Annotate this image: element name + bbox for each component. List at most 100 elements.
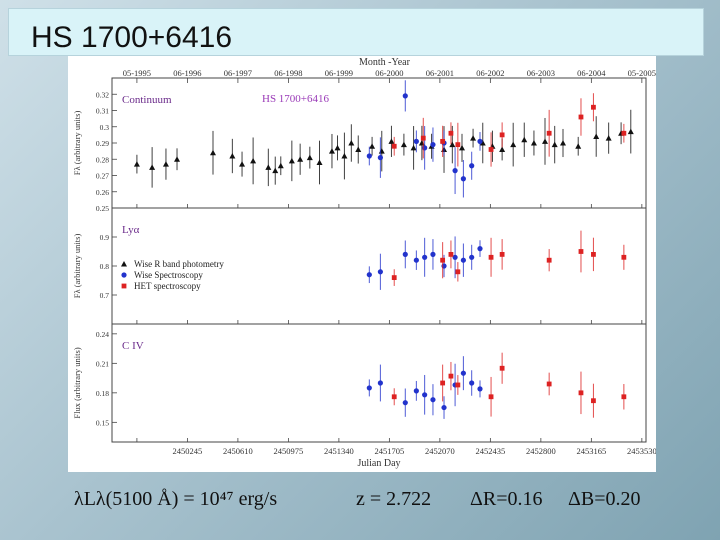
wise_spec-point xyxy=(430,397,436,403)
wise_spec-point xyxy=(477,246,483,252)
wise_spec-point xyxy=(366,272,372,278)
wise_r-point xyxy=(400,141,407,148)
het-point xyxy=(591,104,596,110)
het-point xyxy=(488,394,494,400)
wise_r-point xyxy=(174,156,181,162)
y-axis-label: Fλ (arbitrary units) xyxy=(72,234,82,299)
y-tick-label: 0.24 xyxy=(96,330,109,339)
wise_spec-point xyxy=(402,251,408,257)
wise_spec-point xyxy=(460,176,466,182)
x-axis-label: Julian Day xyxy=(357,458,400,469)
wise_r-point xyxy=(341,153,348,159)
wise_spec-point xyxy=(413,257,419,263)
het-point xyxy=(621,394,627,400)
y-tick-label: 0.29 xyxy=(96,139,109,148)
top-tick-label: 06-1998 xyxy=(274,68,302,78)
het-point xyxy=(546,130,552,136)
wise_spec-point xyxy=(452,254,458,260)
legend-marker xyxy=(121,283,127,289)
y-tick-label: 0.3 xyxy=(100,123,110,132)
legend-marker xyxy=(121,272,127,278)
wise_r-point xyxy=(542,138,549,144)
panel-frame xyxy=(111,77,647,209)
wise_spec-point xyxy=(377,269,383,275)
x-tick-label: 2453165 xyxy=(576,446,606,456)
het-point xyxy=(591,398,596,404)
x-tick-label: 2450610 xyxy=(223,446,253,456)
wise_r-point xyxy=(316,159,323,165)
title-bar: HS 1700+6416 xyxy=(8,8,704,56)
wise_r-point xyxy=(355,146,362,152)
wise_spec-point xyxy=(377,155,383,161)
x-tick-label: 2450245 xyxy=(173,446,203,456)
wise_spec-point xyxy=(430,251,436,257)
het-point xyxy=(420,135,426,141)
y-tick-label: 0.31 xyxy=(96,107,109,116)
wise_r-point xyxy=(499,146,506,152)
het-point xyxy=(578,114,584,120)
x-tick-label: 2453530 xyxy=(627,446,656,456)
wise_spec-point xyxy=(377,380,383,386)
wise_spec-point xyxy=(460,257,466,263)
het-point xyxy=(455,269,461,275)
wise_r-point xyxy=(288,157,295,164)
wise_spec-point xyxy=(441,404,447,411)
lightcurve-chart: Month -Year 05-1995 06-1996 06-1997 06-1998 0… xyxy=(72,57,657,469)
wise_r-point xyxy=(272,167,279,174)
top-tick-label: 06-2003 xyxy=(527,68,555,78)
y-axis-label: Fλ (arbitrary units) xyxy=(72,111,82,176)
y-tick-label: 0.26 xyxy=(96,188,109,197)
wise_spec-point xyxy=(366,153,372,159)
het-point xyxy=(546,257,552,263)
het-point xyxy=(391,275,397,280)
wise_r-point xyxy=(593,133,600,139)
x-tick-label: 2452435 xyxy=(475,446,505,456)
wise_r-point xyxy=(418,140,425,146)
wise_spec-point xyxy=(460,370,466,376)
het-point xyxy=(448,373,454,379)
het-point xyxy=(488,147,494,152)
wise_r-point xyxy=(306,154,313,161)
het-point xyxy=(499,252,505,257)
het-point xyxy=(578,390,584,396)
y-tick-label: 0.15 xyxy=(96,418,109,427)
x-tick-label: 2450975 xyxy=(274,446,304,456)
wise_r-point xyxy=(521,136,528,143)
wise_r-point xyxy=(470,135,477,141)
het-point xyxy=(440,138,446,144)
redshift-label: z = 2.722 xyxy=(356,488,432,510)
y-axis-label: Flux (arbitrary units) xyxy=(72,347,82,418)
het-point xyxy=(621,254,627,260)
wise_r-point xyxy=(133,161,140,167)
wise_r-point xyxy=(378,148,385,154)
het-point xyxy=(440,257,446,263)
het-point xyxy=(546,381,552,387)
wise_spec-point xyxy=(469,163,475,169)
object-label: HS 1700+6416 xyxy=(262,93,330,105)
wise_r-point xyxy=(388,138,395,144)
het-point xyxy=(448,130,454,136)
het-point xyxy=(499,132,505,138)
y-tick-label: 0.7 xyxy=(100,291,110,300)
wise_r-point xyxy=(479,140,486,146)
wise_r-point xyxy=(369,143,376,149)
slide-title: HS 1700+6416 xyxy=(31,21,233,54)
panel-label: Lyα xyxy=(122,224,140,236)
het-point xyxy=(391,143,397,149)
het-point xyxy=(591,252,596,257)
top-tick-label: 05-2005 xyxy=(628,68,656,78)
wise_r-point xyxy=(277,162,284,169)
wise_spec-point xyxy=(469,380,475,386)
wise_spec-point xyxy=(477,138,483,144)
top-tick-label: 06-1996 xyxy=(173,68,201,78)
top-axis-label: Month -Year xyxy=(359,57,411,68)
legend-marker xyxy=(121,261,127,267)
y-tick-label: 0.32 xyxy=(96,90,109,99)
top-tick-label: 06-2002 xyxy=(476,68,504,78)
wise_spec-point xyxy=(413,138,419,144)
top-tick-label: 06-2000 xyxy=(375,68,403,78)
wise_spec-point xyxy=(402,93,408,99)
panel-label: Continuum xyxy=(122,94,172,106)
het-point xyxy=(448,252,454,257)
wise_r-point xyxy=(459,144,466,151)
